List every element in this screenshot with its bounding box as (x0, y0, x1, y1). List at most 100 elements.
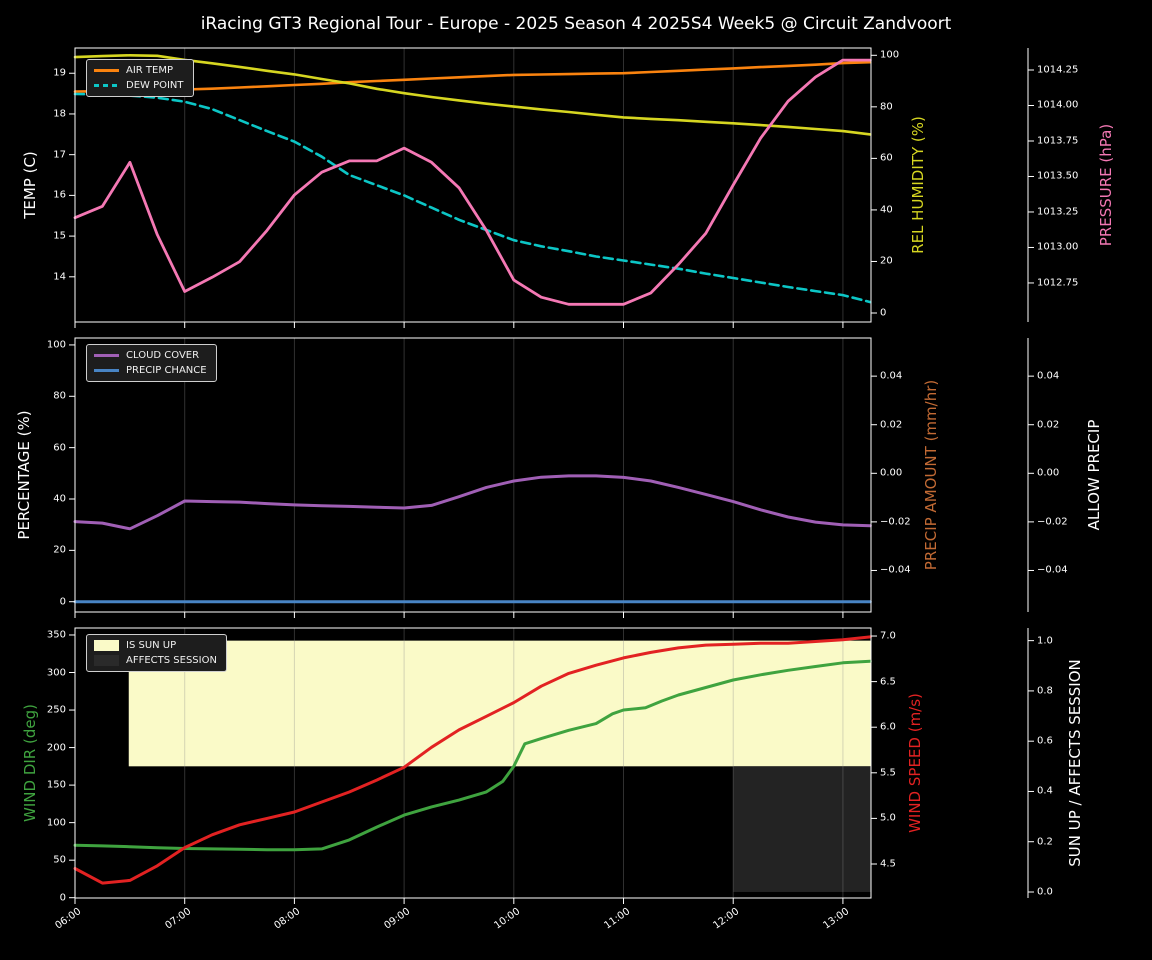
right1-tick-label: 80 (880, 101, 893, 113)
left-tick-label: 16 (53, 189, 66, 201)
legend-swatch (94, 640, 119, 651)
right-axis-label-wind-speed-m-s-: WIND SPEED (m/s) (906, 693, 924, 833)
left-axis-label-temp-c-: TEMP (C) (21, 151, 39, 219)
legend-item-air-temp: AIR TEMP (94, 65, 184, 76)
right1-tick-label: 5.0 (880, 812, 896, 824)
right1-tick-label: 6.5 (880, 676, 896, 688)
legend-label: PRECIP CHANCE (126, 365, 207, 376)
right1-tick-label: 6.0 (880, 721, 896, 733)
panel-frame (74, 47, 872, 323)
legend-cloud-precip-panel: CLOUD COVER PRECIP CHANCE (86, 344, 217, 382)
right1-tick-label: 7.0 (880, 630, 896, 642)
left-tick-label: 18 (53, 108, 66, 120)
legend-label: AFFECTS SESSION (126, 655, 217, 666)
left-tick-label: 100 (46, 339, 66, 351)
left-tick-label: 250 (46, 704, 66, 716)
right2-tick-label: 0.0 (1037, 886, 1053, 898)
right2-tick-label: 0.4 (1037, 785, 1053, 797)
left-tick-label: 60 (53, 442, 66, 454)
legend-label: CLOUD COVER (126, 350, 200, 361)
right2-tick-label: 1.0 (1037, 635, 1053, 647)
legend-item-affects-session: AFFECTS SESSION (94, 655, 217, 666)
left-tick-label: 150 (46, 779, 66, 791)
series-rel-humidity (73, 53, 872, 136)
legend-swatch (94, 84, 119, 87)
right1-tick-label: 60 (880, 152, 893, 164)
left-tick-label: 300 (46, 667, 66, 678)
right2-tick-label: 1013.75 (1037, 135, 1079, 147)
right2-tick-label: 0.8 (1037, 685, 1053, 697)
legend-wind-sun-panel: IS SUN UP AFFECTS SESSION (86, 634, 227, 672)
right-axis-label-precip-amount-mm-hr-: PRECIP AMOUNT (mm/hr) (922, 379, 940, 571)
left-tick-label: 200 (46, 742, 66, 754)
left-axis-label-wind-dir-deg-: WIND DIR (deg) (21, 704, 39, 822)
legend-item-is-sun-up: IS SUN UP (94, 640, 217, 651)
legend-item-dew-point: DEW POINT (94, 80, 184, 91)
left-tick-label: 100 (46, 817, 66, 829)
right2-tick-label: 1013.50 (1037, 170, 1079, 182)
is-sun-up-region (128, 640, 871, 767)
legend-item-precip-chance: PRECIP CHANCE (94, 365, 207, 376)
series-wind-dir (73, 659, 872, 852)
legend-swatch (94, 354, 119, 357)
right1-tick-label: 0 (880, 307, 887, 319)
series-wind-speed (73, 635, 872, 885)
right2-tick-label: 0.00 (1037, 467, 1060, 479)
right2-tick-label: 1012.75 (1037, 277, 1079, 289)
left-tick-label: 0 (59, 892, 66, 904)
right1-tick-label: 40 (880, 204, 893, 216)
legend-label: DEW POINT (126, 80, 184, 91)
right1-tick-label: −0.02 (880, 516, 911, 528)
legend-label: AIR TEMP (126, 65, 174, 76)
right1-tick-label: 0.00 (880, 467, 903, 479)
right2-tick-label: 1013.25 (1037, 206, 1079, 218)
chart-title: iRacing GT3 Regional Tour - Europe - 202… (200, 14, 952, 34)
left-tick-label: 50 (53, 854, 66, 866)
right2-tick-label: 0.2 (1037, 836, 1053, 848)
legend-temperature-panel: AIR TEMP DEW POINT (86, 59, 194, 97)
series-pressure (73, 58, 872, 306)
left-tick-label: 40 (53, 493, 66, 505)
right1-tick-label: 5.5 (880, 767, 896, 779)
right-axis-label-pressure-hpa-: PRESSURE (hPa) (1097, 123, 1115, 247)
series-dew-point (73, 92, 872, 304)
left-tick-label: 14 (53, 271, 66, 283)
legend-swatch (94, 655, 119, 666)
legend-swatch (94, 69, 119, 72)
right1-tick-label: 0.02 (880, 419, 903, 431)
left-tick-label: 0 (59, 596, 66, 608)
affects-session-region (733, 766, 871, 892)
right-axis-label-allow-precip: ALLOW PRECIP (1085, 419, 1103, 531)
right2-tick-label: 0.02 (1037, 419, 1060, 431)
left-tick-label: 17 (53, 149, 66, 161)
left-tick-label: 80 (53, 390, 66, 402)
right2-tick-label: 0.04 (1037, 370, 1060, 382)
right1-tick-label: 4.5 (880, 858, 896, 870)
legend-swatch (94, 369, 119, 372)
left-tick-label: 19 (53, 67, 66, 79)
right1-tick-label: 100 (880, 49, 900, 61)
left-tick-label: 15 (53, 230, 66, 242)
right1-tick-label: −0.04 (880, 564, 911, 576)
left-tick-label: 20 (53, 544, 66, 556)
right2-tick-label: −0.02 (1037, 516, 1068, 528)
right2-tick-label: 1014.00 (1037, 99, 1079, 111)
legend-label: IS SUN UP (126, 640, 177, 651)
panel-frame (74, 337, 872, 613)
series-cloud-cover (73, 474, 872, 531)
legend-item-cloud-cover: CLOUD COVER (94, 350, 207, 361)
left-axis-label-percentage-: PERCENTAGE (%) (15, 410, 33, 540)
panel-frame (74, 627, 872, 899)
right1-tick-label: 0.04 (880, 370, 903, 382)
series-air-temp (73, 60, 872, 93)
right2-tick-label: 0.6 (1037, 735, 1053, 747)
right2-tick-label: −0.04 (1037, 564, 1068, 576)
right1-tick-label: 20 (880, 255, 893, 267)
right-axis-label-rel-humidity-: REL HUMIDITY (%) (909, 116, 927, 254)
right2-tick-label: 1013.00 (1037, 241, 1079, 253)
right2-tick-label: 1014.25 (1037, 64, 1079, 76)
right-axis-label-sun-up-affects-session: SUN UP / AFFECTS SESSION (1066, 659, 1084, 867)
left-tick-label: 350 (46, 629, 66, 641)
